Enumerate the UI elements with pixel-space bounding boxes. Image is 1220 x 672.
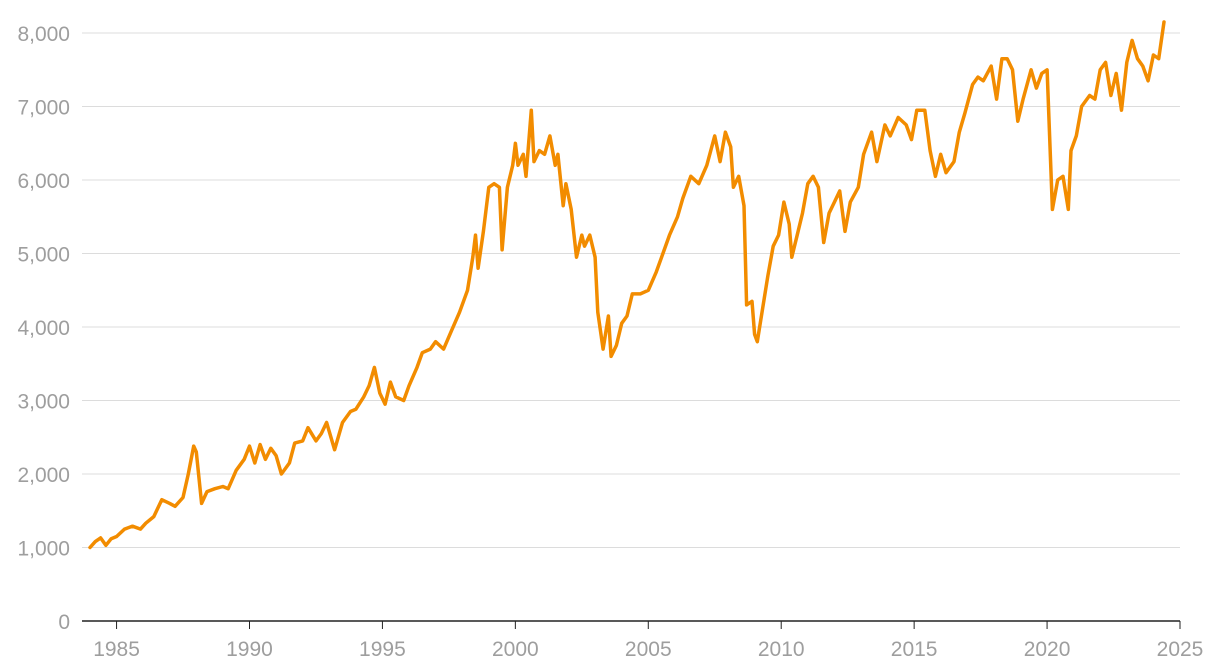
y-tick-label: 7,000 (17, 97, 70, 120)
y-tick-label: 3,000 (17, 391, 70, 414)
x-tick-label: 2010 (758, 638, 805, 661)
x-tick-label: 1985 (93, 638, 140, 661)
y-tick-label: 8,000 (17, 23, 70, 46)
y-tick-label: 0 (58, 611, 70, 634)
x-tick-label: 2020 (1024, 638, 1071, 661)
y-tick-label: 5,000 (17, 244, 70, 267)
y-axis-tick-labels: 0 1,000 2,000 3,000 4,000 5,000 6,000 7,000 8,00… (17, 23, 70, 634)
x-tick-label: 1990 (226, 638, 273, 661)
x-axis: 1985 1990 1995 2000 2005 2010 2015 2020 2025 (82, 620, 1204, 661)
y-tick-label: 4,000 (17, 317, 70, 340)
x-tick-label: 2015 (891, 638, 938, 661)
x-tick-label: 2000 (492, 638, 539, 661)
y-tick-label: 1,000 (17, 538, 70, 561)
series-layer (88, 20, 1166, 550)
series-line (88, 20, 1166, 550)
y-tick-label: 6,000 (17, 170, 70, 193)
y-tick-label: 2,000 (17, 464, 70, 487)
x-tick-label: 1995 (359, 638, 406, 661)
x-tick-label: 2005 (625, 638, 672, 661)
x-tick-label: 2025 (1157, 638, 1204, 661)
gridlines (82, 32, 1180, 548)
